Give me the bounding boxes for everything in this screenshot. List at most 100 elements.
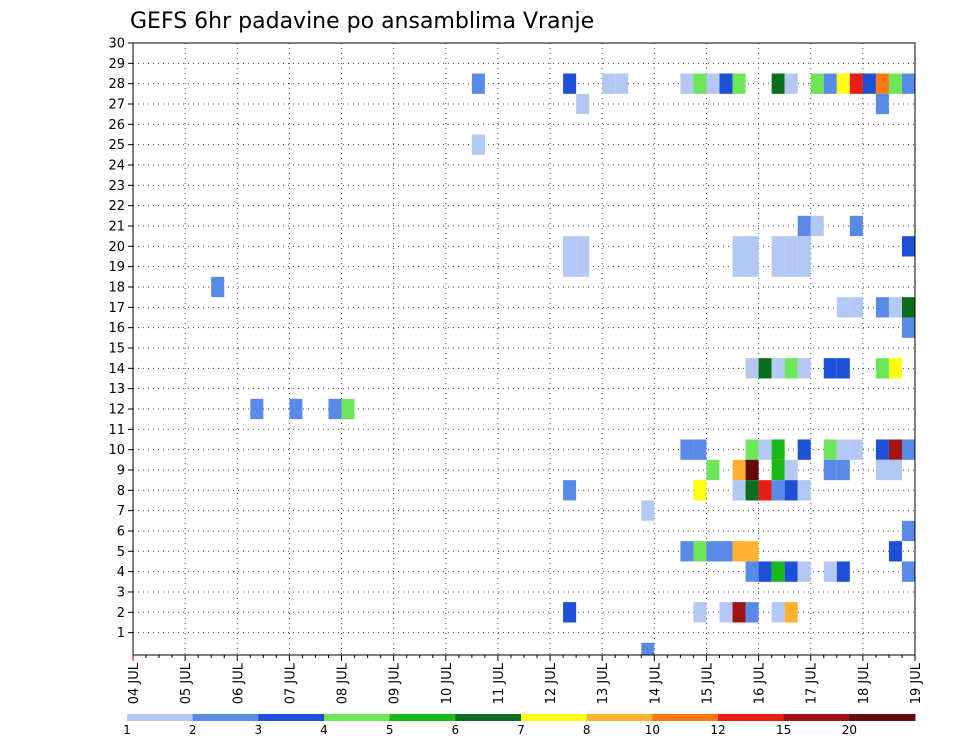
precip-cell <box>901 297 915 318</box>
y-tick-label: 14 <box>108 362 125 377</box>
precip-cell <box>797 358 811 379</box>
precip-cell <box>875 93 889 115</box>
y-tick-label: 7 <box>117 504 125 519</box>
x-tick-label: 15 JUL <box>700 662 715 704</box>
precip-cell <box>784 73 798 94</box>
y-tick-label: 26 <box>108 118 125 133</box>
plot-cells <box>211 73 915 655</box>
precip-cell <box>745 256 759 277</box>
precip-cell <box>732 459 746 481</box>
y-tick-label: 27 <box>108 97 125 112</box>
y-tick-label: 3 <box>117 585 125 600</box>
legend-label: 20 <box>842 723 857 737</box>
precip-cell <box>706 73 720 94</box>
x-tick-label: 13 JUL <box>596 662 611 704</box>
precip-cell <box>810 215 824 237</box>
precip-cell <box>823 73 837 94</box>
y-tick-label: 29 <box>108 57 125 72</box>
precip-cell <box>875 358 889 379</box>
precip-cell <box>901 561 915 582</box>
precip-cell <box>771 73 785 94</box>
precip-cell <box>771 236 785 257</box>
x-tick-label: 04 JUL <box>127 662 142 704</box>
y-tick-label: 4 <box>117 565 125 580</box>
precip-cell <box>732 602 746 623</box>
precip-cell <box>784 480 798 501</box>
y-tick-label: 25 <box>108 138 125 153</box>
precip-cell <box>693 73 707 94</box>
precip-cell <box>341 398 355 420</box>
precip-cell <box>836 297 850 318</box>
precip-cell <box>641 642 655 655</box>
x-tick-label: 08 JUL <box>336 662 351 704</box>
precip-cell <box>680 439 694 460</box>
precip-cell <box>784 602 798 623</box>
precip-cell <box>576 256 590 277</box>
precip-cell <box>888 358 902 379</box>
legend-label: 5 <box>386 723 394 737</box>
y-tick-label: 9 <box>117 463 125 478</box>
x-axis: 04 JUL 05 JUL 06 JUL 07 JUL 08 JUL 09 JUL 10 J… <box>127 655 924 704</box>
precip-cell <box>888 73 902 94</box>
precip-cell <box>289 398 303 420</box>
precip-cell <box>706 541 720 562</box>
precip-cell <box>563 236 577 257</box>
precip-cell <box>732 236 746 257</box>
precip-cell <box>745 236 759 257</box>
y-tick-label: 10 <box>108 443 125 458</box>
precip-cell <box>797 561 811 582</box>
legend-label: 3 <box>255 723 263 737</box>
color-legend: 1 2 3 4 5 6 7 8 10 12 15 20 <box>123 714 916 737</box>
precip-cell <box>875 459 889 481</box>
precip-cell <box>719 541 733 562</box>
precip-cell <box>836 459 850 481</box>
precip-cell <box>771 602 785 623</box>
precip-cell <box>758 561 772 582</box>
precip-cell <box>602 73 616 94</box>
precip-cell <box>693 602 707 623</box>
precip-cell <box>706 459 720 481</box>
precip-cell <box>719 73 733 94</box>
precip-cell <box>771 459 785 481</box>
y-tick-label: 18 <box>108 280 125 295</box>
precip-cell <box>771 256 785 277</box>
precip-cell <box>758 480 772 501</box>
y-tick-label: 20 <box>108 240 125 255</box>
legend-label: 4 <box>320 723 328 737</box>
precip-cell <box>797 215 811 237</box>
y-tick-label: 5 <box>117 545 125 560</box>
legend-label: 7 <box>517 723 525 737</box>
legend-swatch <box>718 714 785 721</box>
precip-cell <box>745 358 759 379</box>
x-tick-label: 10 JUL <box>440 662 455 704</box>
precip-cell <box>745 480 759 501</box>
precip-cell <box>732 256 746 277</box>
y-tick-label: 15 <box>108 341 125 356</box>
precip-cell <box>576 236 590 257</box>
precip-cell <box>211 276 225 298</box>
precip-cell <box>771 439 785 460</box>
y-axis: 1234567891011121314151617181920212223242… <box>108 37 133 641</box>
y-tick-label: 13 <box>108 382 125 397</box>
precip-cell <box>693 541 707 562</box>
precip-cell <box>849 297 863 318</box>
precip-cell <box>784 236 798 257</box>
x-tick-label: 19 JUL <box>909 662 924 704</box>
x-tick-label: 06 JUL <box>231 662 246 704</box>
y-tick-label: 6 <box>117 524 125 539</box>
precip-cell <box>563 480 577 501</box>
legend-swatch <box>127 714 194 721</box>
precip-cell <box>875 439 889 460</box>
precip-cell <box>901 439 915 460</box>
legend-swatch <box>324 714 391 721</box>
y-tick-label: 30 <box>108 37 125 52</box>
precip-cell <box>771 358 785 379</box>
precip-cell <box>888 541 902 562</box>
y-tick-label: 2 <box>117 606 125 621</box>
legend-swatch <box>455 714 522 721</box>
precip-cell <box>888 439 902 460</box>
precip-cell <box>732 541 746 562</box>
precip-cell <box>797 236 811 257</box>
legend-swatch <box>192 714 259 721</box>
